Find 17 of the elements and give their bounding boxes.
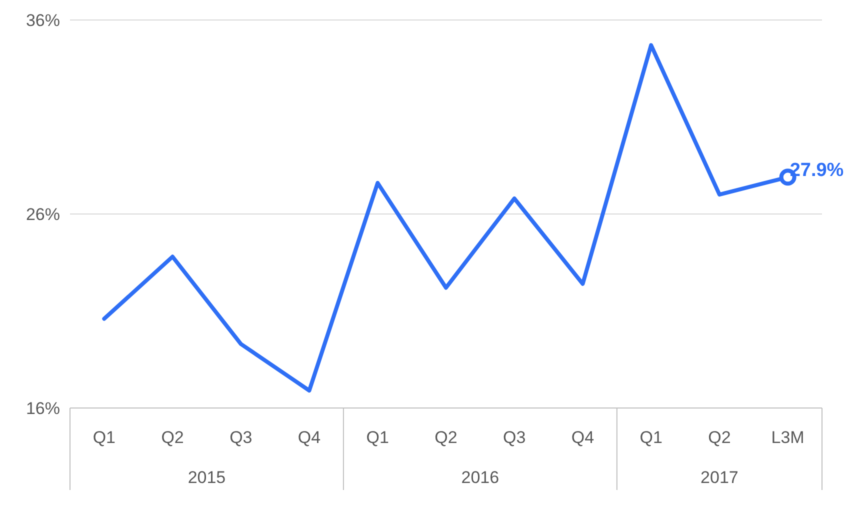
text: 2016 xyxy=(461,468,500,487)
x-tick-label: Q4 xyxy=(571,428,594,447)
x-tick-label: Q4 xyxy=(298,428,321,447)
x-tick-label: Q2 xyxy=(434,428,458,447)
x-tick-label: Q1 xyxy=(366,428,389,447)
y-tick-label: 36% xyxy=(26,11,60,30)
x-tick-label: Q2 xyxy=(161,428,184,447)
x-tick-label: Q1 xyxy=(640,428,662,447)
text: 2015 xyxy=(188,468,226,487)
x-tick-label: Q1 xyxy=(92,428,116,447)
y-tick-label: 26% xyxy=(26,205,60,224)
x-tick-label: L3M xyxy=(771,428,804,447)
text: 2017 xyxy=(700,468,738,487)
x-tick-label: Q3 xyxy=(503,428,526,447)
y-tick-label: 16% xyxy=(26,399,60,418)
x-tick-label: Q2 xyxy=(708,428,731,447)
x-tick-label: Q3 xyxy=(230,428,252,447)
